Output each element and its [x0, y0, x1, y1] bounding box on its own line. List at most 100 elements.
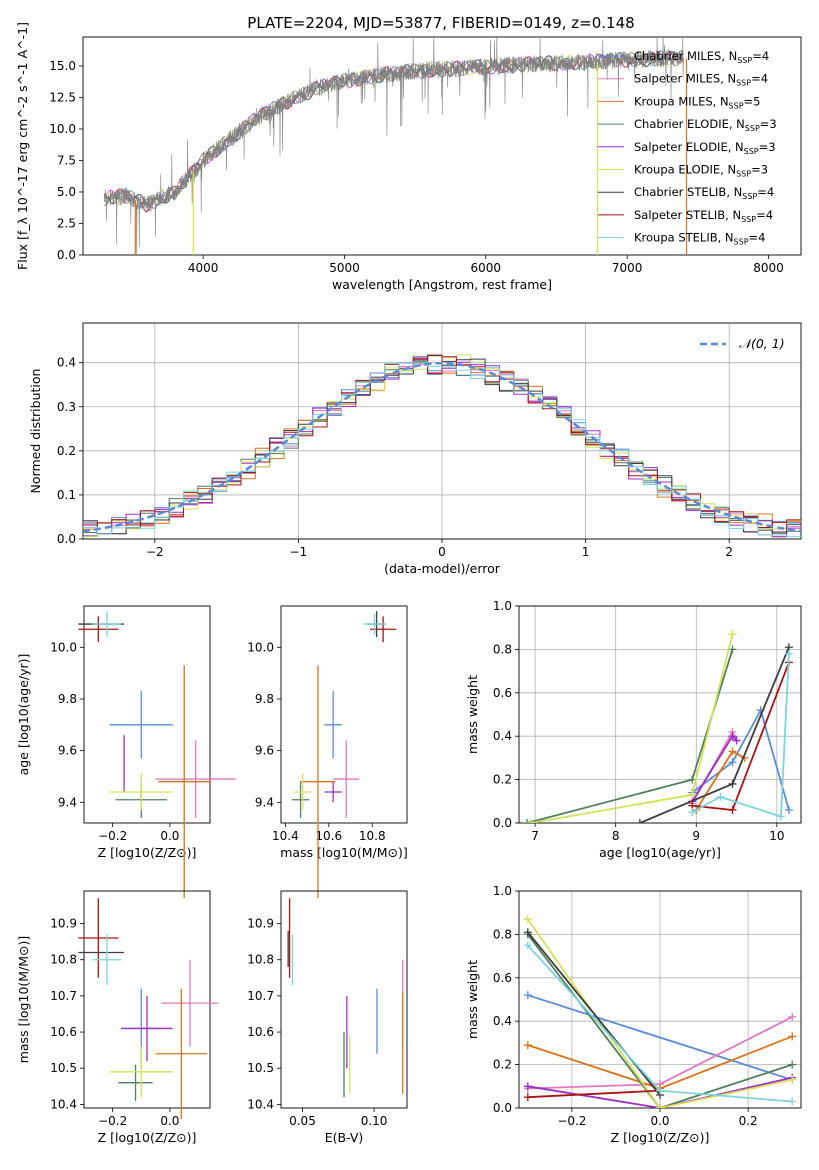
y-tick-label: 0.2: [57, 444, 76, 458]
x-tick-label: 0.0: [160, 1114, 179, 1128]
y-tick-label: 0.8: [493, 642, 512, 656]
weight-marker: [728, 645, 737, 654]
weight-line: [527, 1076, 793, 1108]
mass_vs_Z-frame: [83, 890, 211, 1109]
x-axis-label: Z [log10(Z/Z⊙)]: [98, 1130, 197, 1145]
histogram-step: [83, 361, 801, 538]
mass_vs_EBV-axes: 0.05 0.10 10.4 10.5 10.6 10.7 10.8 10.9 E(B-V): [247, 890, 408, 1145]
weight-marker: [728, 630, 737, 639]
age_vs_Z-frame: [83, 605, 211, 824]
y-tick-label: 0.4: [493, 1014, 512, 1028]
data-line: [103, 37, 684, 255]
weight-line: [691, 653, 790, 818]
y-tick-label: 9.8: [255, 692, 274, 706]
spectrum-frame: [82, 36, 802, 256]
y-tick-label: 10.6: [247, 1025, 274, 1039]
weight-marker: [728, 732, 737, 741]
histogram-step: [83, 356, 801, 528]
age_vs_Z-axes: −0.2 0.0 9.4 9.6 9.8 10.0 Z [log10(Z/Z⊙)] age […: [16, 605, 211, 860]
weight-marker: [523, 1093, 532, 1102]
y-tick-label: 10.9: [247, 917, 274, 931]
y-tick-label: 10.4: [247, 1097, 274, 1111]
y-tick-label: 0.4: [493, 729, 512, 743]
weight-marker: [728, 747, 737, 756]
x-axis-label: age [log10(age/yr)]: [599, 845, 721, 860]
x-tick-label: −1: [290, 545, 308, 559]
y-tick-label: 10.5: [247, 1061, 274, 1075]
y-tick-label: 0.4: [57, 356, 76, 370]
mass_vs_EBV-frame: [280, 890, 408, 1109]
weight-marker: [728, 758, 737, 767]
y-axis-label: Flux [f_λ 10^-17 erg cm^-2 s^-1 A^-1]: [15, 22, 30, 270]
y-tick-label: 10.7: [50, 989, 77, 1003]
y-tick-label: 9.8: [58, 692, 77, 706]
x-tick-label: 7: [531, 829, 539, 843]
spectrum-legend: Chabrier MILES, NSSP=4 Salpeter MILES, NS…: [598, 49, 777, 247]
x-tick-label: 6000: [471, 261, 502, 275]
legend-label: Kroupa ELODIE, NSSP=3: [634, 163, 768, 179]
y-axis-label: mass weight: [465, 675, 480, 754]
legend-label: Kroupa STELIB, NSSP=4: [634, 231, 765, 247]
x-tick-label: 0.2: [739, 1114, 758, 1128]
x-tick-label: 0.0: [160, 829, 179, 843]
y-tick-label: 0.0: [493, 816, 512, 830]
age_vs_mass-frame: [280, 605, 408, 824]
mass_vs_Z-errorbars: [78, 898, 219, 1119]
legend-label: Chabrier ELODIE, NSSP=3: [634, 117, 777, 133]
y-tick-label: 10.0: [50, 640, 77, 654]
y-tick-label: 9.4: [58, 795, 77, 809]
y-axis-label: age [log10(age/yr)]: [16, 654, 31, 776]
y-tick-label: 0.2: [493, 773, 512, 787]
weight-marker: [688, 775, 697, 784]
weight-marker: [656, 1086, 664, 1095]
y-tick-label: 0.3: [57, 400, 76, 414]
x-tick-label: 10: [769, 829, 784, 843]
weight-marker: [732, 736, 741, 745]
x-tick-label: −0.2: [98, 829, 127, 843]
y-tick-label: 2.5: [57, 216, 76, 230]
x-tick-label: −2: [146, 545, 164, 559]
y-tick-label: 0.6: [493, 971, 512, 985]
weight-marker: [523, 1041, 532, 1050]
weight_vs_Z-lines: [523, 915, 797, 1108]
weight-marker: [788, 1032, 797, 1041]
x-tick-label: 10.4: [272, 829, 299, 843]
x-tick-label: 0.10: [361, 1114, 388, 1128]
age_vs_mass-axes: 10.4 10.6 10.8 9.4 9.6 9.8 10.0 mass [log10(M/M…: [247, 605, 408, 860]
y-tick-label: 10.8: [247, 953, 274, 967]
age_vs_Z-errorbars: [78, 611, 236, 898]
x-tick-label: 0.0: [650, 1114, 669, 1128]
y-tick-label: 15.0: [49, 59, 76, 73]
weight-marker: [784, 805, 793, 814]
y-tick-label: 0.0: [493, 1101, 512, 1115]
age_vs_mass-errorbars: [291, 611, 397, 898]
figure-title: PLATE=2204, MJD=53877, FIBERID=0149, z=0…: [247, 14, 634, 32]
y-axis-label: mass weight: [465, 960, 480, 1039]
weight-marker: [523, 991, 532, 1000]
weight-marker: [728, 779, 737, 788]
weight-marker: [688, 790, 697, 799]
weight_vs_age-axes: 7 8 9 10 0.0 0.2 0.4 0.6 0.8 1.0 age [log10(age/yr…: [465, 599, 802, 860]
spectrum-axes: 4000 5000 6000 7000 8000 0.0 2.5 5.0 7.5 10.0 12.5…: [15, 22, 802, 292]
x-tick-label: 8000: [753, 261, 784, 275]
x-tick-label: 10.6: [315, 829, 342, 843]
y-axis-label: Normed distribution: [28, 369, 43, 494]
weight-marker: [788, 1012, 797, 1021]
x-tick-label: 8: [612, 829, 620, 843]
y-tick-label: 0.8: [493, 927, 512, 941]
weight-marker: [728, 805, 737, 814]
weight-marker: [716, 792, 725, 801]
legend-label: Salpeter MILES, NSSP=4: [634, 72, 768, 88]
y-tick-label: 0.1: [57, 488, 76, 502]
weight-marker: [527, 819, 536, 823]
y-tick-label: 9.4: [255, 795, 274, 809]
y-tick-label: 10.0: [49, 122, 76, 136]
legend-label: Chabrier STELIB, NSSP=4: [634, 185, 774, 201]
weight-marker: [523, 915, 532, 924]
x-tick-label: 9: [692, 829, 700, 843]
y-tick-label: 9.6: [255, 744, 274, 758]
weight-line: [695, 750, 746, 811]
weight-line: [527, 933, 793, 1108]
x-tick-label: 0: [438, 545, 446, 559]
weight-marker: [656, 1104, 664, 1108]
